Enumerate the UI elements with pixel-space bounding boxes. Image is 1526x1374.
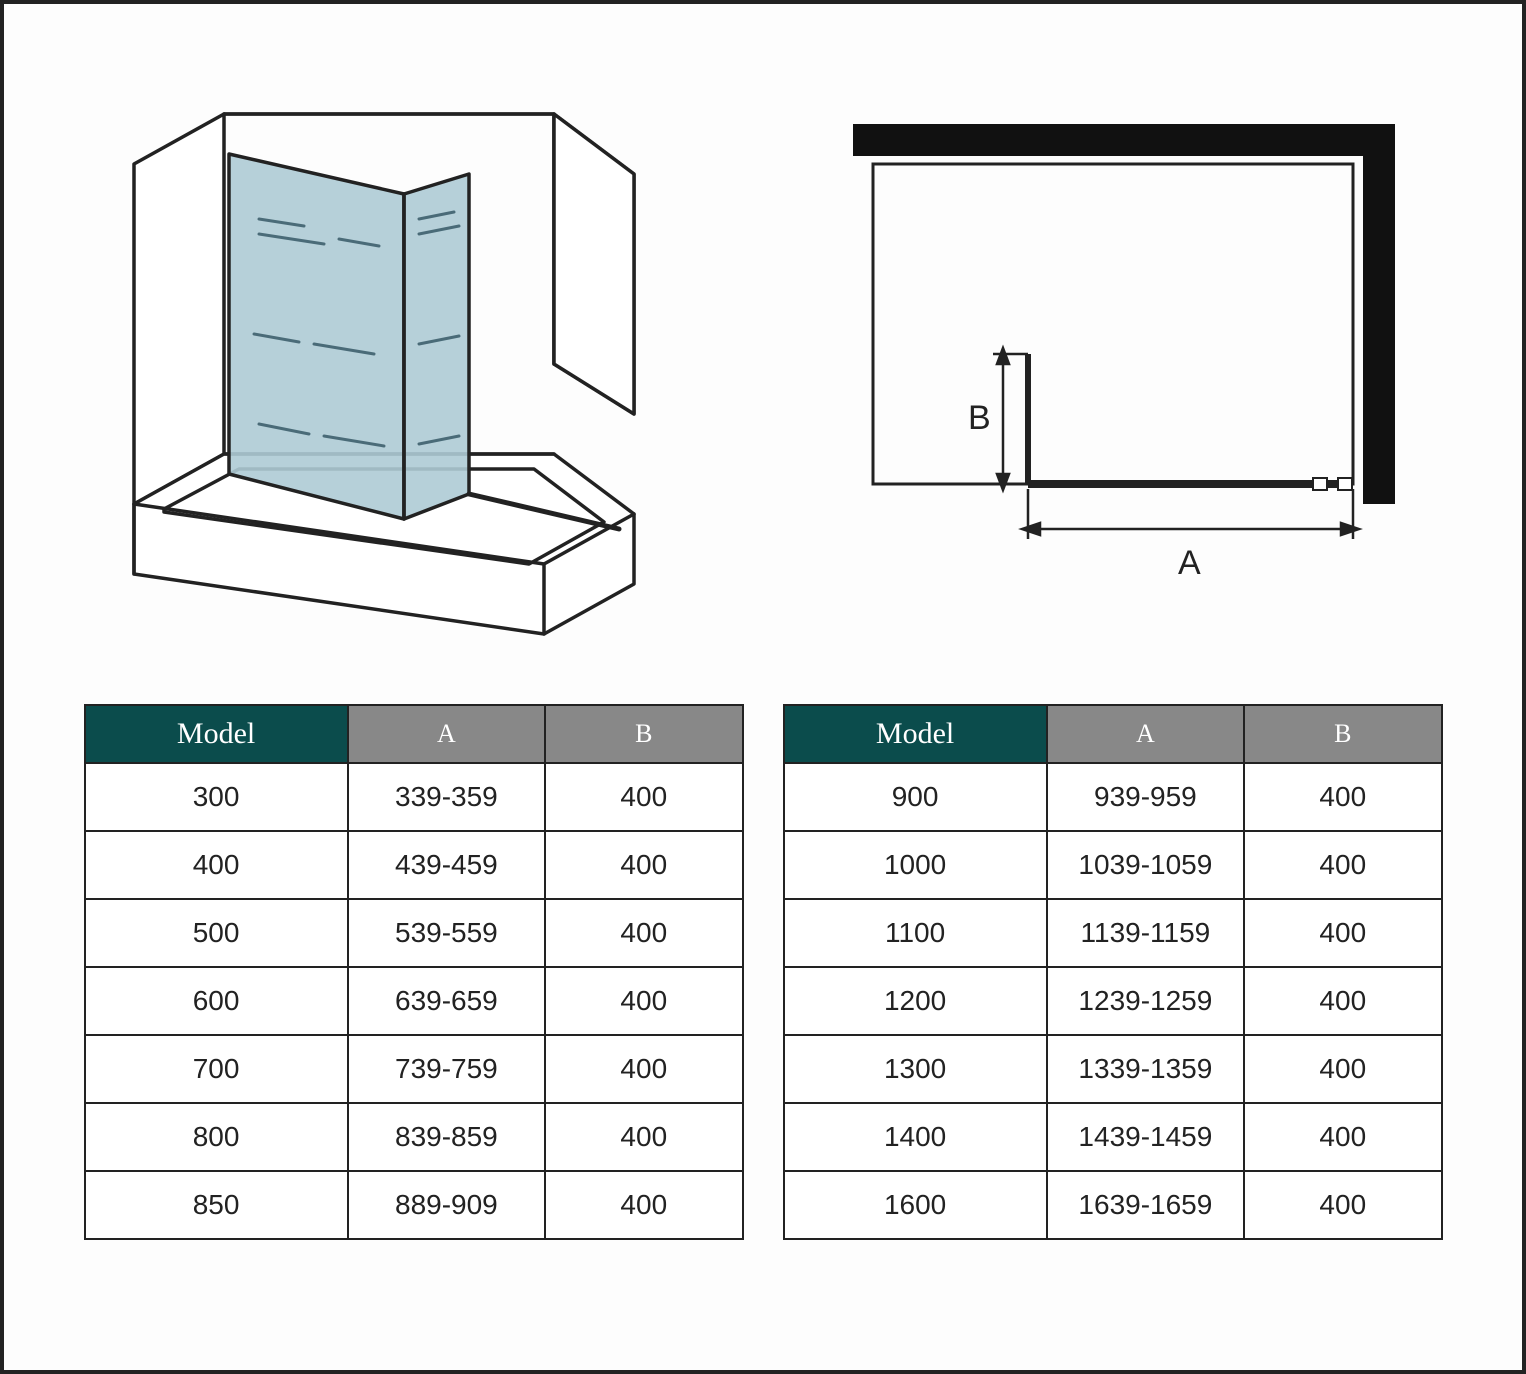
- cell-model: 400: [85, 831, 348, 899]
- cell-model: 800: [85, 1103, 348, 1171]
- cell-model: 1300: [784, 1035, 1047, 1103]
- cell-a: 1039-1059: [1047, 831, 1244, 899]
- plan-view-diagram: B A: [793, 44, 1453, 684]
- cell-b: 400: [1244, 831, 1441, 899]
- table-row: 700739-759400: [85, 1035, 743, 1103]
- table-row: 500539-559400: [85, 899, 743, 967]
- table-row: 10001039-1059400: [784, 831, 1442, 899]
- cell-model: 1200: [784, 967, 1047, 1035]
- table-row: 13001339-1359400: [784, 1035, 1442, 1103]
- dim-label-b: B: [968, 399, 991, 437]
- cell-a: 539-559: [348, 899, 545, 967]
- diagram-row: B A: [4, 4, 1522, 704]
- tables-row: Model A B 300339-359400400439-4594005005…: [4, 704, 1522, 1280]
- table-row: 850889-909400: [85, 1171, 743, 1239]
- cell-a: 1239-1259: [1047, 967, 1244, 1035]
- cell-b: 400: [545, 1171, 742, 1239]
- cell-a: 639-659: [348, 967, 545, 1035]
- isometric-diagram: [74, 44, 734, 684]
- cell-a: 1439-1459: [1047, 1103, 1244, 1171]
- cell-b: 400: [1244, 967, 1441, 1035]
- cell-b: 400: [1244, 899, 1441, 967]
- dim-label-a: A: [1178, 544, 1201, 582]
- cell-b: 400: [1244, 1171, 1441, 1239]
- cell-a: 439-459: [348, 831, 545, 899]
- cell-b: 400: [1244, 763, 1441, 831]
- cell-b: 400: [545, 763, 742, 831]
- cell-a: 839-859: [348, 1103, 545, 1171]
- cell-a: 889-909: [348, 1171, 545, 1239]
- cell-b: 400: [545, 1035, 742, 1103]
- product-spec-sheet: B A Model A: [0, 0, 1526, 1374]
- col-header-b: B: [1244, 705, 1441, 763]
- col-header-b: B: [545, 705, 742, 763]
- col-header-a: A: [1047, 705, 1244, 763]
- cell-a: 1139-1159: [1047, 899, 1244, 967]
- cell-b: 400: [545, 967, 742, 1035]
- cell-a: 1339-1359: [1047, 1035, 1244, 1103]
- table-row: 900939-959400: [784, 763, 1442, 831]
- cell-model: 1000: [784, 831, 1047, 899]
- cell-a: 939-959: [1047, 763, 1244, 831]
- table-row: 12001239-1259400: [784, 967, 1442, 1035]
- table-row: 14001439-1459400: [784, 1103, 1442, 1171]
- spec-table-left: Model A B 300339-359400400439-4594005005…: [84, 704, 744, 1240]
- cell-b: 400: [1244, 1035, 1441, 1103]
- cell-model: 1100: [784, 899, 1047, 967]
- cell-model: 850: [85, 1171, 348, 1239]
- col-header-model: Model: [784, 705, 1047, 763]
- table-row: 16001639-1659400: [784, 1171, 1442, 1239]
- cell-model: 600: [85, 967, 348, 1035]
- cell-model: 500: [85, 899, 348, 967]
- cell-model: 1600: [784, 1171, 1047, 1239]
- table-row: 400439-459400: [85, 831, 743, 899]
- cell-model: 900: [784, 763, 1047, 831]
- cell-a: 739-759: [348, 1035, 545, 1103]
- table-row: 600639-659400: [85, 967, 743, 1035]
- spec-table-right: Model A B 900939-95940010001039-10594001…: [783, 704, 1443, 1240]
- table-row: 800839-859400: [85, 1103, 743, 1171]
- cell-b: 400: [545, 899, 742, 967]
- cell-model: 300: [85, 763, 348, 831]
- col-header-model: Model: [85, 705, 348, 763]
- cell-a: 339-359: [348, 763, 545, 831]
- cell-model: 1400: [784, 1103, 1047, 1171]
- cell-b: 400: [545, 1103, 742, 1171]
- cell-b: 400: [1244, 1103, 1441, 1171]
- cell-b: 400: [545, 831, 742, 899]
- table-row: 11001139-1159400: [784, 899, 1442, 967]
- table-row: 300339-359400: [85, 763, 743, 831]
- cell-a: 1639-1659: [1047, 1171, 1244, 1239]
- col-header-a: A: [348, 705, 545, 763]
- cell-model: 700: [85, 1035, 348, 1103]
